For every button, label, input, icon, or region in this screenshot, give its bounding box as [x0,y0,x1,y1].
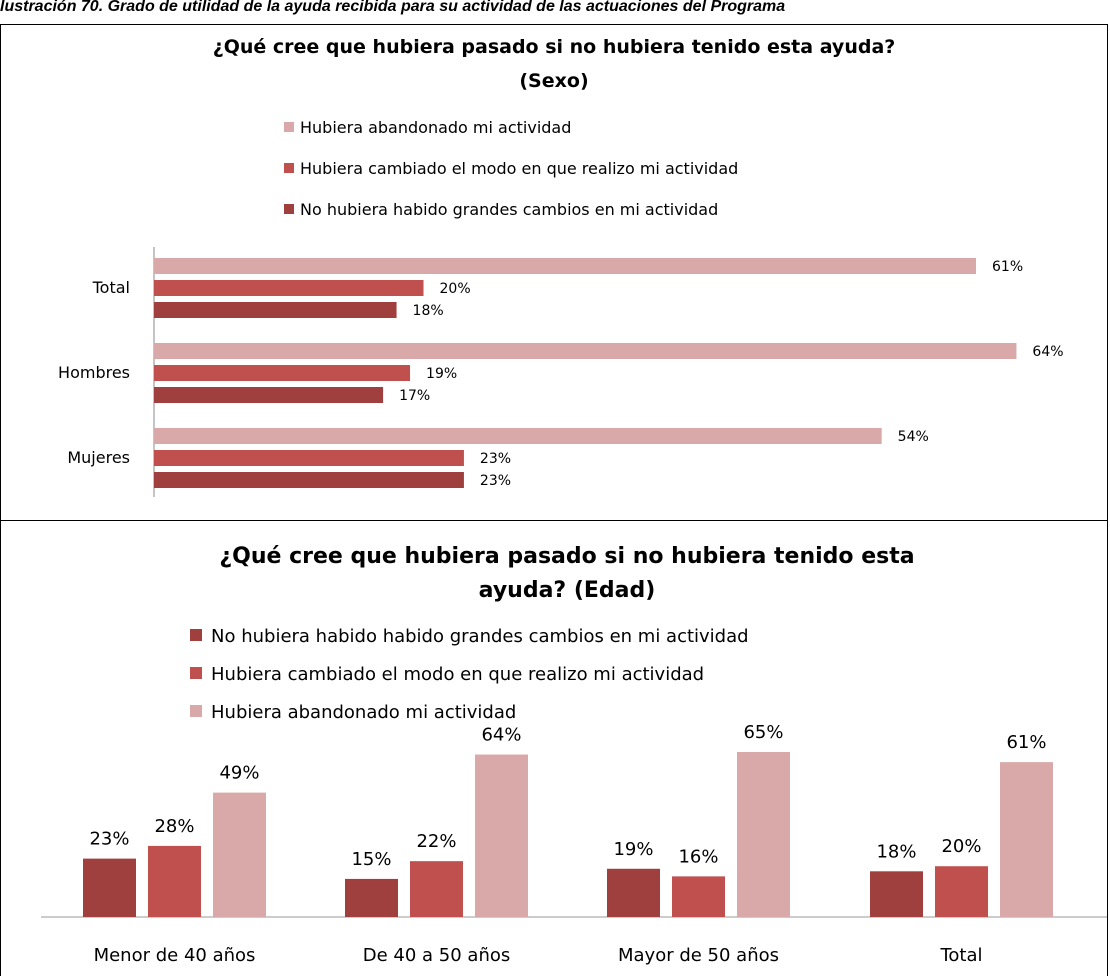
chart-edad: ¿Qué cree que hubiera pasado si no hubie… [41,544,1107,966]
bar [154,280,424,296]
data-label: 15% [351,849,391,870]
bar [154,343,1017,359]
data-label: 16% [678,846,718,867]
data-label: 20% [440,281,471,297]
bar [154,302,397,318]
figure-caption: lustración 70. Grado de utilidad de la a… [0,0,786,15]
legend-label: Hubiera cambiado el modo en que realizo … [300,159,738,178]
data-label: 23% [480,473,511,489]
bar [213,792,266,917]
data-label: 23% [480,451,511,467]
chart-panel-edad: ¿Qué cree que hubiera pasado si no hubie… [0,520,1108,976]
data-label: 64% [481,725,521,746]
data-label: 20% [941,836,981,857]
chart-sexo: ¿Qué cree que hubiera pasado si no hubie… [58,36,1064,497]
data-label: 64% [1032,344,1063,360]
chart-panel-sexo: ¿Qué cree que hubiera pasado si no hubie… [0,24,1108,520]
legend-label: No hubiera habido habido grandes cambios… [211,626,749,647]
category-label: Mujeres [67,448,130,467]
data-label: 61% [992,259,1023,275]
chart-title: ayuda? (Edad) [479,578,656,603]
chart-title: ¿Qué cree que hubiera pasado si no hubie… [219,544,914,569]
data-label: 23% [89,829,129,850]
bar [410,861,463,917]
legend-swatch [284,163,294,173]
legend-label: No hubiera habido grandes cambios en mi … [300,200,718,219]
data-label: 28% [154,816,194,837]
chart-title: ¿Qué cree que hubiera pasado si no hubie… [213,36,896,58]
category-label: Menor de 40 años [94,945,256,966]
category-label: Total [939,945,982,966]
bar [83,858,136,917]
legend-label: Hubiera abandonado mi actividad [300,118,571,137]
legend-swatch [284,122,294,132]
data-label: 17% [399,388,430,404]
bar [154,472,464,488]
chart-title: (Sexo) [519,70,588,92]
legend-label: Hubiera cambiado el modo en que realizo … [211,664,704,685]
data-label: 65% [743,722,783,743]
data-label: 22% [416,831,456,852]
legend-swatch [284,204,294,214]
data-label: 19% [613,839,653,860]
bar [154,428,882,444]
data-label: 54% [898,429,929,445]
bar [935,866,988,917]
legend-swatch [190,667,202,679]
category-label: Hombres [58,363,130,382]
bar [737,752,790,917]
category-label: De 40 a 50 años [363,945,511,966]
bar [154,387,384,403]
bar [154,450,464,466]
data-label: 19% [426,366,457,382]
bar [607,868,660,917]
bar [154,365,411,381]
data-label: 49% [219,763,259,784]
bar [870,871,923,917]
bar [345,878,398,917]
legend-swatch [190,705,202,717]
bar [154,258,976,274]
category-label: Mayor de 50 años [618,945,779,966]
bar [475,754,528,917]
data-label: 61% [1006,732,1046,753]
data-label: 18% [876,841,916,862]
category-label: Total [92,278,130,297]
legend-label: Hubiera abandonado mi actividad [211,702,516,723]
bar [672,876,725,917]
legend-swatch [190,629,202,641]
bar [148,845,201,917]
bar [1000,762,1053,917]
data-label: 18% [413,303,444,319]
